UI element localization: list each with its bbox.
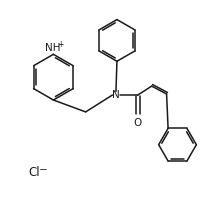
Text: O: O (134, 118, 142, 128)
Text: +: + (57, 40, 63, 49)
Text: N: N (112, 90, 120, 100)
Text: Cl: Cl (29, 166, 40, 179)
Text: NH: NH (45, 43, 60, 53)
Text: −: − (39, 165, 48, 175)
